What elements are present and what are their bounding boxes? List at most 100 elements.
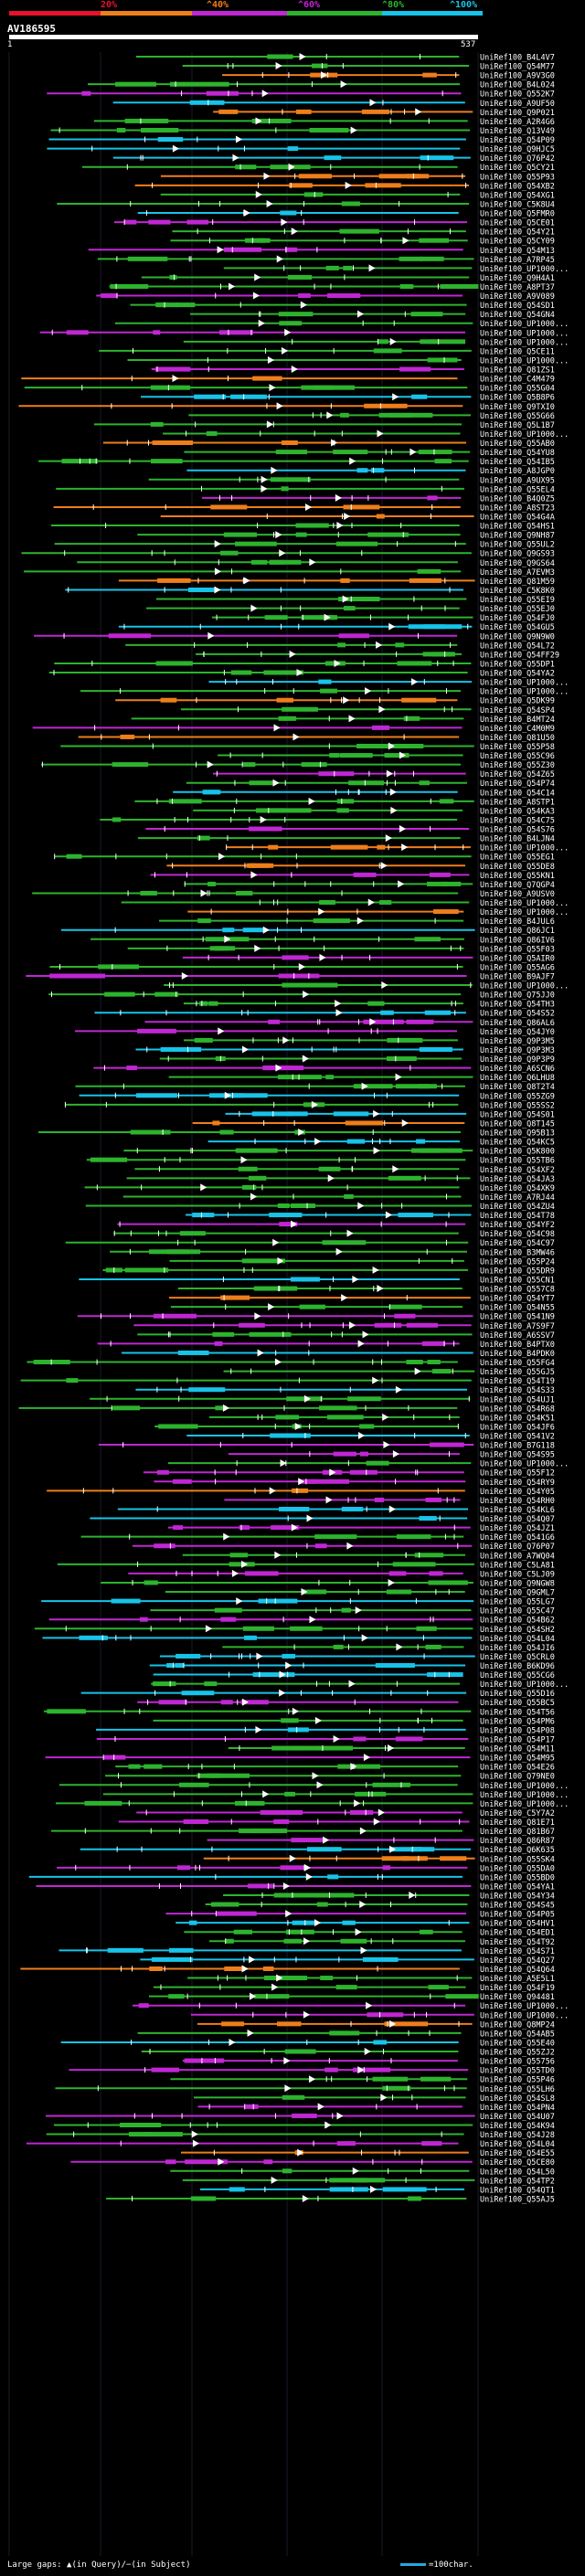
hit-label[interactable]: UniRef100_A6SCN6 (480, 1065, 555, 1074)
hit-label[interactable]: UniRef100_Q5B8P6 (480, 394, 555, 403)
hit-label[interactable]: UniRef100_A2R4G6 (480, 118, 555, 127)
hit-label[interactable]: UniRef100_Q81ZS1 (480, 366, 555, 376)
hit-label[interactable]: UniRef100_Q54SH2 (480, 1626, 555, 1635)
hit-label[interactable]: UniRef100_UP1000... (480, 688, 569, 697)
hit-label[interactable]: UniRef100_Q55P46 (480, 2076, 555, 2085)
hit-label[interactable]: UniRef100_B4PDK0 (480, 1350, 555, 1359)
hit-label[interactable]: UniRef100_UP1000... (480, 844, 569, 853)
hit-label[interactable]: UniRef100_Q55CN1 (480, 1276, 555, 1285)
hit-label[interactable]: UniRef100_Q55EL4 (480, 485, 555, 494)
hit-label[interactable]: UniRef100_Q55LG7 (480, 1598, 555, 1607)
hit-label[interactable]: UniRef100_C5LA81 (480, 1561, 555, 1570)
hit-label[interactable]: UniRef100_Q55P58 (480, 743, 555, 752)
hit-label[interactable]: UniRef100_Q54HS1 (480, 523, 555, 532)
hit-label[interactable]: UniRef100_Q54R68 (480, 1405, 555, 1414)
hit-label[interactable]: UniRef100_Q54UJ1 (480, 1395, 555, 1405)
hit-label[interactable]: UniRef100_C5K8U4 (480, 200, 555, 209)
hit-label[interactable]: UniRef100_Q54SL8 (480, 2094, 555, 2104)
hit-label[interactable]: UniRef100_Q54Y34 (480, 1892, 555, 1902)
hit-label[interactable]: UniRef100_Q54YU8 (480, 449, 555, 458)
hit-label[interactable]: UniRef100_Q54XK9 (480, 1184, 555, 1193)
hit-label[interactable]: UniRef100_Q55SK4 (480, 1855, 555, 1864)
hit-label[interactable]: UniRef100_Q5CRL0 (480, 1653, 555, 1662)
hit-label[interactable]: UniRef100_Q55UL2 (480, 541, 555, 550)
hit-label[interactable]: UniRef100_A8ST23 (480, 504, 555, 513)
hit-label[interactable]: UniRef100_UP1000... (480, 908, 569, 917)
hit-label[interactable]: UniRef100_Q54S71 (480, 1947, 555, 1956)
hit-label[interactable]: UniRef100_Q54N55 (480, 1304, 555, 1313)
hit-label[interactable]: UniRef100_Q54RH0 (480, 1497, 555, 1506)
hit-label[interactable]: UniRef100_Q54GU5 (480, 623, 555, 632)
hit-label[interactable]: UniRef100_Q54S76 (480, 826, 555, 835)
hit-label[interactable]: UniRef100_Q54C75 (480, 816, 555, 825)
hit-label[interactable]: UniRef100_Q55DP1 (480, 660, 555, 669)
hit-label[interactable]: UniRef100_Q8T145 (480, 1119, 555, 1129)
hit-label[interactable]: UniRef100_Q54S33 (480, 1386, 555, 1395)
hit-label[interactable]: UniRef100_Q54K94 (480, 2122, 555, 2131)
hit-label[interactable]: UniRef100_UP1000... (480, 320, 569, 329)
hit-label[interactable]: UniRef100_Q75JJ0 (480, 991, 555, 1001)
hit-label[interactable]: UniRef100_Q54ZU4 (480, 1203, 555, 1212)
hit-label[interactable]: UniRef100_Q55G66 (480, 412, 555, 421)
hit-label[interactable]: UniRef100_UP1000... (480, 265, 569, 274)
hit-label[interactable]: UniRef100_Q54Q07 (480, 1515, 555, 1524)
hit-label[interactable]: UniRef100_B4JUL6 (480, 917, 555, 927)
hit-label[interactable]: UniRef100_Q13V49 (480, 127, 555, 136)
hit-label[interactable]: UniRef100_UP1000... (480, 679, 569, 688)
hit-label[interactable]: UniRef100_Q81B67 (480, 1828, 555, 1837)
hit-label[interactable]: UniRef100_Q9GML7 (480, 1589, 555, 1598)
hit-label[interactable]: UniRef100_UP1000... (480, 338, 569, 347)
hit-label[interactable]: UniRef100_Q5CE11 (480, 347, 555, 356)
hit-label[interactable]: UniRef100_Q54Y05 (480, 1488, 555, 1497)
hit-label[interactable]: UniRef100_Q54XF2 (480, 1166, 555, 1175)
hit-label[interactable]: UniRef100_Q55FG4 (480, 1359, 555, 1368)
hit-label[interactable]: UniRef100_Q54C14 (480, 789, 555, 798)
hit-label[interactable]: UniRef100_Q54M95 (480, 1754, 555, 1764)
hit-label[interactable]: UniRef100_Q54FJ0 (480, 614, 555, 623)
hit-label[interactable]: UniRef100_Q55AJ5 (480, 2195, 555, 2204)
hit-label[interactable]: UniRef100_A9USV0 (480, 890, 555, 899)
hit-label[interactable]: UniRef100_B4LJN4 (480, 835, 555, 844)
hit-label[interactable]: UniRef100_B7G118 (480, 1442, 555, 1451)
hit-label[interactable]: UniRef100_C5K8K0 (480, 587, 555, 596)
hit-label[interactable]: UniRef100_Q541N9 (480, 1313, 555, 1322)
hit-label[interactable]: UniRef100_A7S9F7 (480, 1322, 555, 1331)
hit-label[interactable]: UniRef100_Q54YT7 (480, 1295, 555, 1304)
hit-label[interactable]: UniRef100_Q54E55 (480, 2149, 555, 2158)
hit-label[interactable]: UniRef100_Q54M13 (480, 247, 555, 256)
hit-label[interactable]: UniRef100_Q9P3M5 (480, 1037, 555, 1046)
hit-label[interactable]: UniRef100_Q9GS64 (480, 559, 555, 568)
hit-label[interactable]: UniRef100_Q54Q64 (480, 1966, 555, 1975)
hit-label[interactable]: UniRef100_Q55Z30 (480, 761, 555, 770)
hit-label[interactable]: UniRef100_Q54XG1 (480, 191, 555, 200)
hit-label[interactable]: UniRef100_Q557C8 (480, 1286, 555, 1295)
hit-label[interactable]: UniRef100_Q54JI6 (480, 1644, 555, 1653)
hit-label[interactable]: UniRef100_Q54P08 (480, 1726, 555, 1735)
hit-label[interactable]: UniRef100_UP1000... (480, 1782, 569, 1791)
hit-label[interactable]: UniRef100_Q54J28 (480, 2131, 555, 2140)
hit-label[interactable]: UniRef100_Q9N9W0 (480, 632, 555, 641)
hit-label[interactable]: UniRef100_Q54TP2 (480, 2177, 555, 2186)
hit-label[interactable]: UniRef100_Q7QGP4 (480, 881, 555, 890)
hit-label[interactable]: UniRef100_Q55BD0 (480, 1873, 555, 1882)
hit-label[interactable]: UniRef100_A7RJ44 (480, 1193, 555, 1203)
hit-label[interactable]: UniRef100_A8JGP0 (480, 467, 555, 476)
hit-label[interactable]: UniRef100_Q86JC1 (480, 927, 555, 936)
hit-label[interactable]: UniRef100_C4M479 (480, 376, 555, 385)
hit-label[interactable]: UniRef100_C5LJ09 (480, 1570, 555, 1579)
hit-label[interactable]: UniRef100_Q54Q27 (480, 1956, 555, 1966)
hit-label[interactable]: UniRef100_B4Q0Z5 (480, 494, 555, 504)
hit-label[interactable]: UniRef100_Q54JA3 (480, 1175, 555, 1184)
hit-label[interactable]: UniRef100_Q54S52 (480, 1010, 555, 1019)
hit-label[interactable]: UniRef100_Q54T19 (480, 1377, 555, 1386)
hit-label[interactable]: UniRef100_Q54S01 (480, 1110, 555, 1119)
hit-label[interactable]: UniRef100_Q9GS93 (480, 550, 555, 559)
hit-label[interactable]: UniRef100_Q541G6 (480, 1533, 555, 1542)
hit-label[interactable]: UniRef100_Q54Z65 (480, 770, 555, 779)
hit-label[interactable]: UniRef100_Q55DA0 (480, 1864, 555, 1873)
hit-label[interactable]: UniRef100_B4L024 (480, 81, 555, 90)
hit-label[interactable]: UniRef100_Q54IB5 (480, 458, 555, 467)
hit-label[interactable]: UniRef100_Q54E26 (480, 1764, 555, 1773)
hit-label[interactable]: UniRef100_Q54YA1 (480, 1882, 555, 1892)
hit-label[interactable]: UniRef100_Q5L1B7 (480, 421, 555, 430)
